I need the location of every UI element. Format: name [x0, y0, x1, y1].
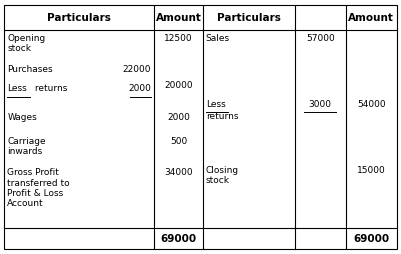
- Text: 34000: 34000: [164, 168, 193, 177]
- Text: Purchases: Purchases: [7, 65, 53, 74]
- Text: 500: 500: [170, 137, 187, 146]
- Text: returns: returns: [206, 112, 238, 121]
- Text: 69000: 69000: [160, 233, 196, 244]
- Text: Gross Profit
transferred to
Profit & Loss
Account: Gross Profit transferred to Profit & Los…: [7, 168, 70, 208]
- Text: Less: Less: [206, 100, 225, 109]
- Text: Amount: Amount: [156, 13, 201, 23]
- Text: 2000: 2000: [128, 84, 151, 93]
- Text: 20000: 20000: [164, 81, 193, 90]
- Text: 69000: 69000: [353, 233, 389, 244]
- Text: Wages: Wages: [7, 113, 37, 122]
- Text: Particulars: Particulars: [217, 13, 281, 23]
- Text: 15000: 15000: [357, 166, 386, 174]
- Text: 2000: 2000: [167, 113, 190, 122]
- Text: returns: returns: [32, 84, 67, 93]
- Text: Particulars: Particulars: [47, 13, 111, 23]
- Text: Closing
stock: Closing stock: [206, 166, 239, 185]
- Text: 12500: 12500: [164, 34, 193, 43]
- Text: Sales: Sales: [206, 34, 230, 43]
- Text: Carriage
inwards: Carriage inwards: [7, 137, 46, 156]
- Text: 3000: 3000: [309, 100, 332, 109]
- Text: Opening
stock: Opening stock: [7, 34, 45, 53]
- Text: 22000: 22000: [123, 65, 151, 74]
- Text: 57000: 57000: [306, 34, 334, 43]
- Text: 54000: 54000: [357, 100, 386, 109]
- Text: Amount: Amount: [348, 13, 394, 23]
- Text: Less: Less: [7, 84, 27, 93]
